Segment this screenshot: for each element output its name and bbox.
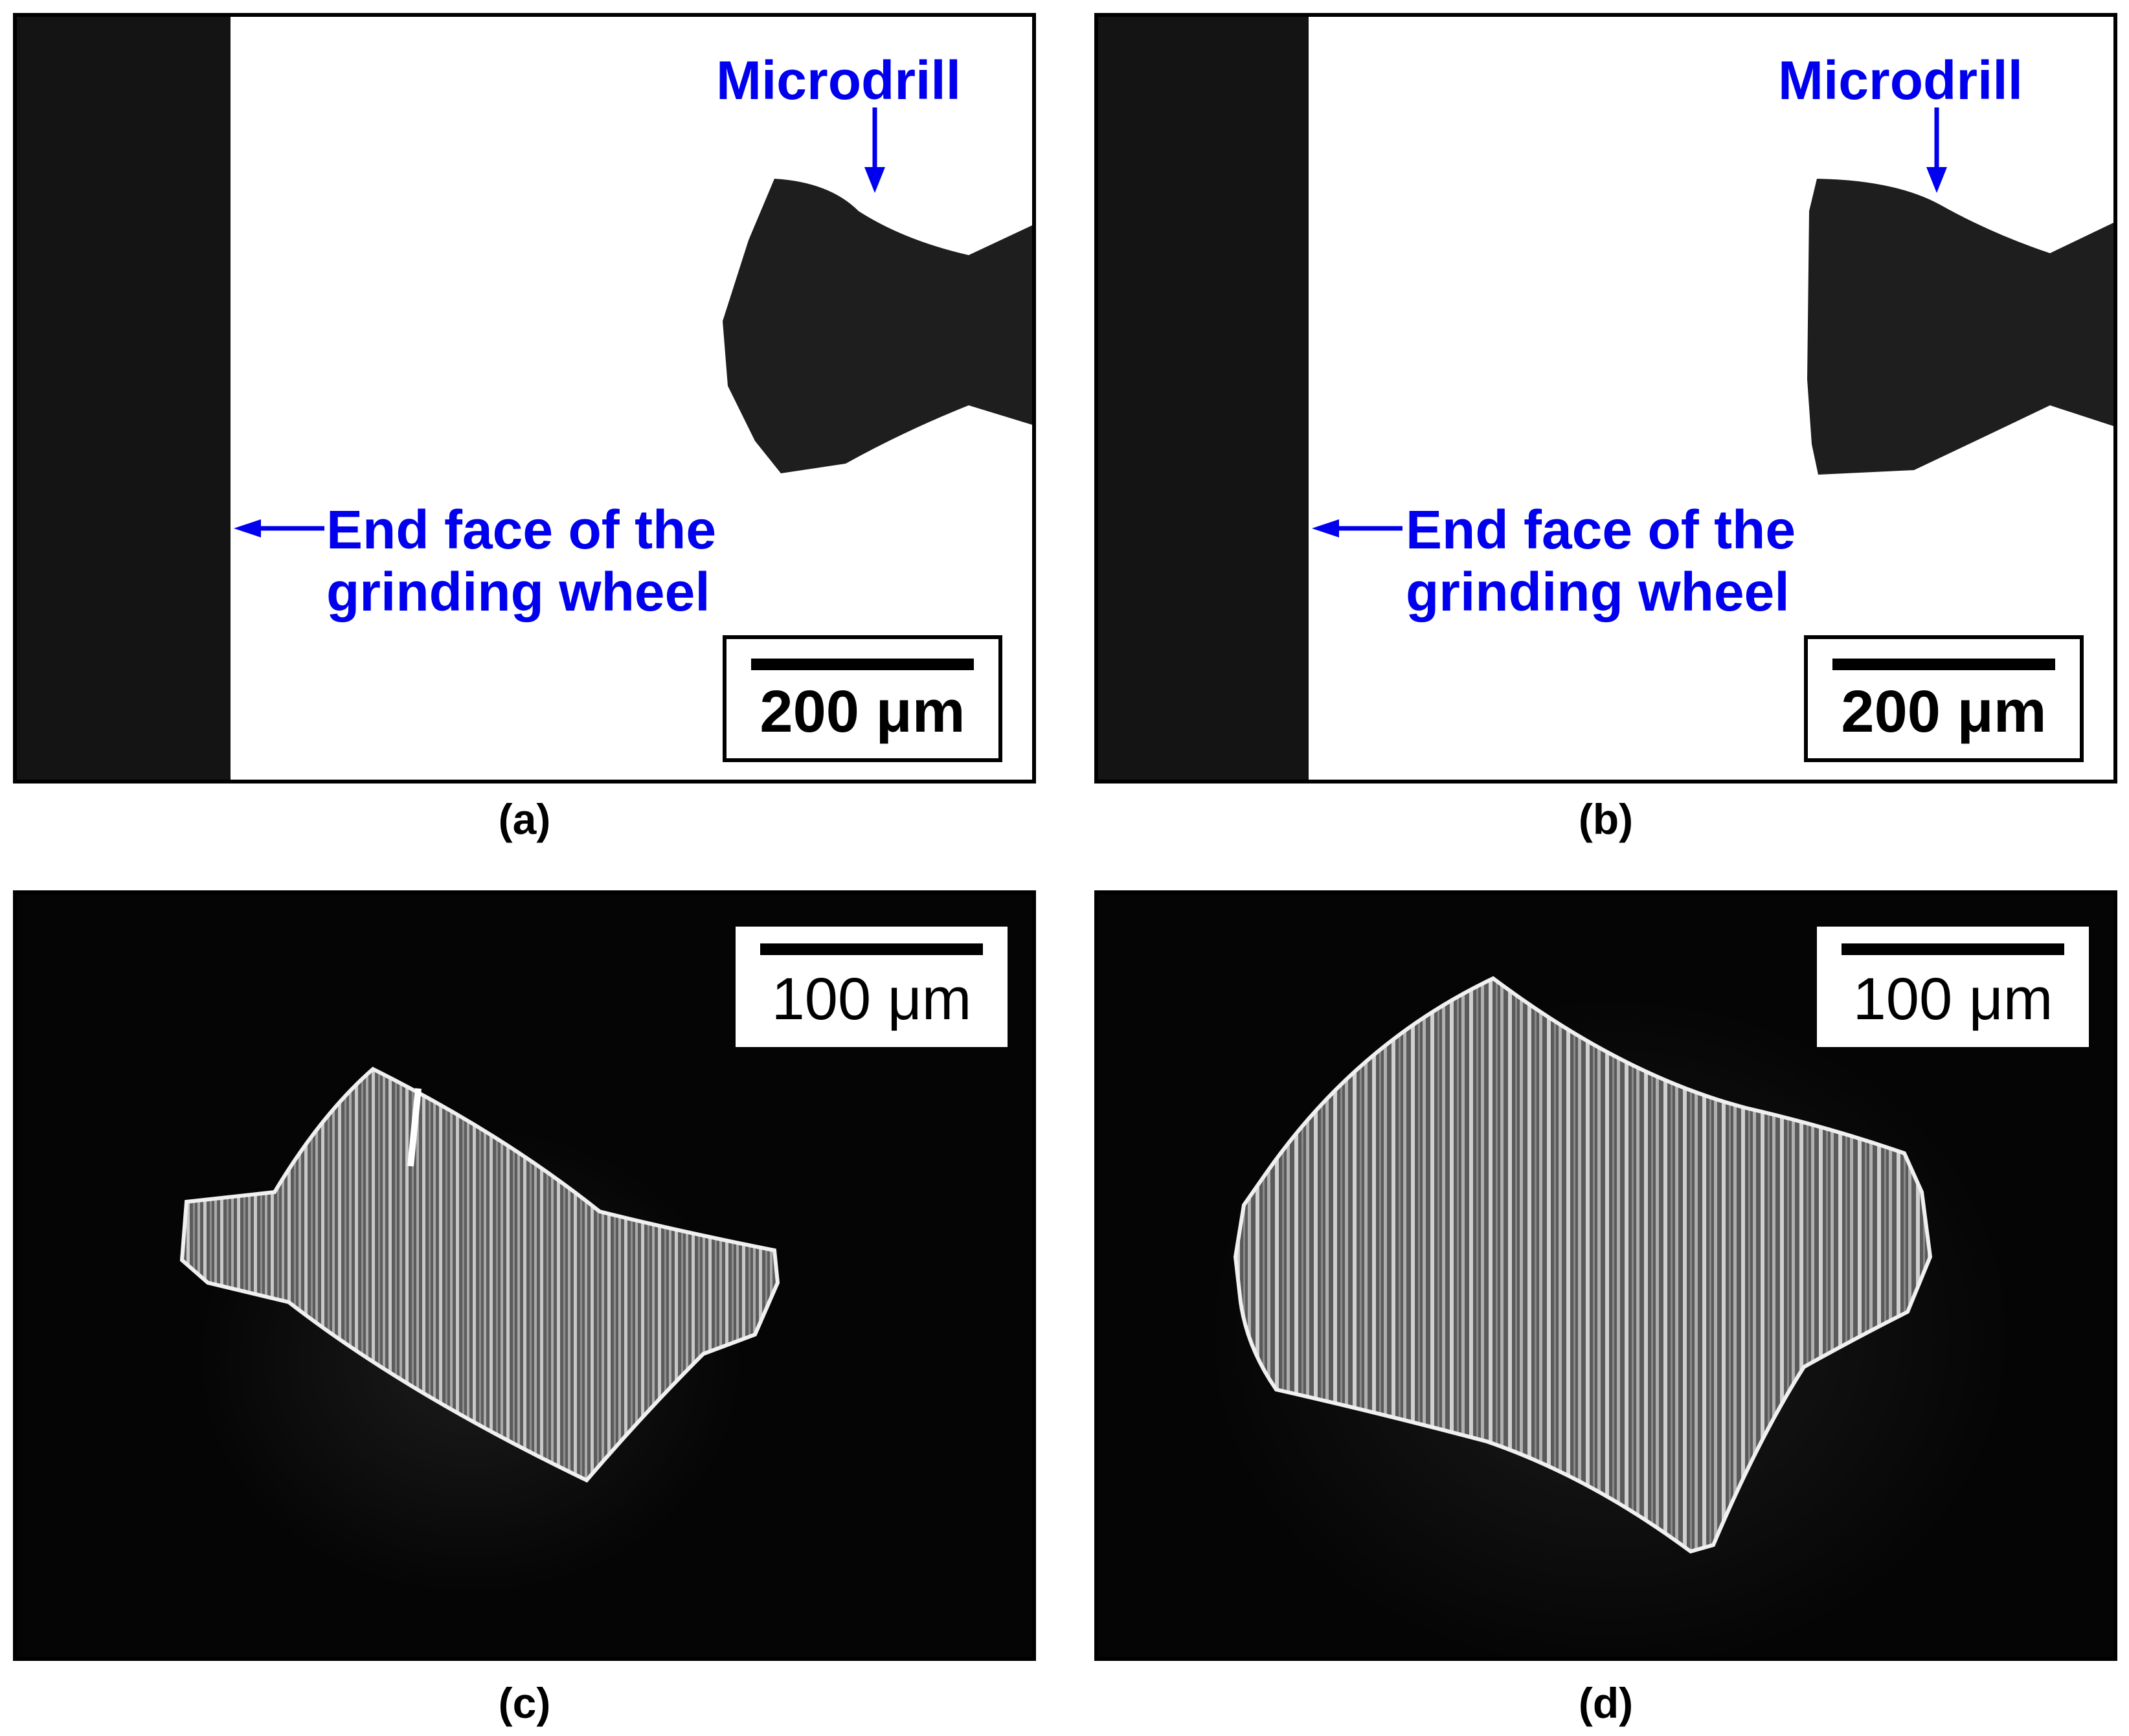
scale-bar-box: 200 μm — [1804, 635, 2084, 762]
microdrill-silhouette — [1807, 179, 2113, 475]
grinding-wheel-end-face — [17, 17, 231, 780]
scale-bar — [1842, 943, 2064, 955]
scale-bar — [751, 659, 974, 670]
scale-bar-box: 100 μm — [736, 927, 1008, 1047]
caption-c: (c) — [498, 1679, 551, 1727]
microdrill-label: Microdrill — [716, 50, 962, 111]
bright-streak — [407, 1088, 422, 1167]
scale-bar — [1832, 659, 2055, 670]
scale-bar-label: 100 μm — [771, 966, 972, 1032]
scale-bar-label: 200 μm — [760, 679, 965, 745]
end-face-label-line1: End face of the — [326, 499, 717, 560]
caption-b: (b) — [1578, 795, 1634, 843]
panel-c: 100 μm — [13, 890, 1036, 1661]
panel-d-image — [1208, 976, 2011, 1657]
end-face-label-line2: grinding wheel — [1406, 561, 1790, 622]
scale-bar-label: 200 μm — [1841, 679, 2047, 745]
caption-d: (d) — [1578, 1679, 1634, 1727]
end-face-arrow — [1312, 519, 1402, 537]
panel-d: 100 μm — [1094, 890, 2117, 1661]
panel-a-image — [17, 17, 1032, 780]
drill-cross-section — [179, 1066, 780, 1483]
microdrill-silhouette — [723, 179, 1032, 473]
microdrill-arrow — [1926, 107, 1947, 193]
panel-c-image — [179, 1066, 780, 1594]
scale-bar-box: 100 μm — [1817, 927, 2089, 1047]
end-face-arrow — [234, 519, 324, 537]
scale-bar-label: 100 μm — [1853, 966, 2053, 1032]
microdrill-arrow — [864, 107, 885, 193]
caption-a: (a) — [498, 795, 551, 843]
scale-bar-box: 200 μm — [723, 635, 1002, 762]
grinding-wheel-end-face — [1098, 17, 1309, 780]
panel-a: Microdrill End face of the grinding whee… — [13, 13, 1036, 783]
microdrill-label: Microdrill — [1778, 50, 2023, 111]
drill-cross-section — [1233, 976, 1933, 1554]
end-face-label-line1: End face of the — [1406, 499, 1796, 560]
scale-bar — [760, 943, 983, 955]
end-face-label-line2: grinding wheel — [326, 561, 710, 622]
panel-b-image — [1098, 17, 2113, 780]
panel-b: Microdrill End face of the grinding whee… — [1094, 13, 2117, 783]
